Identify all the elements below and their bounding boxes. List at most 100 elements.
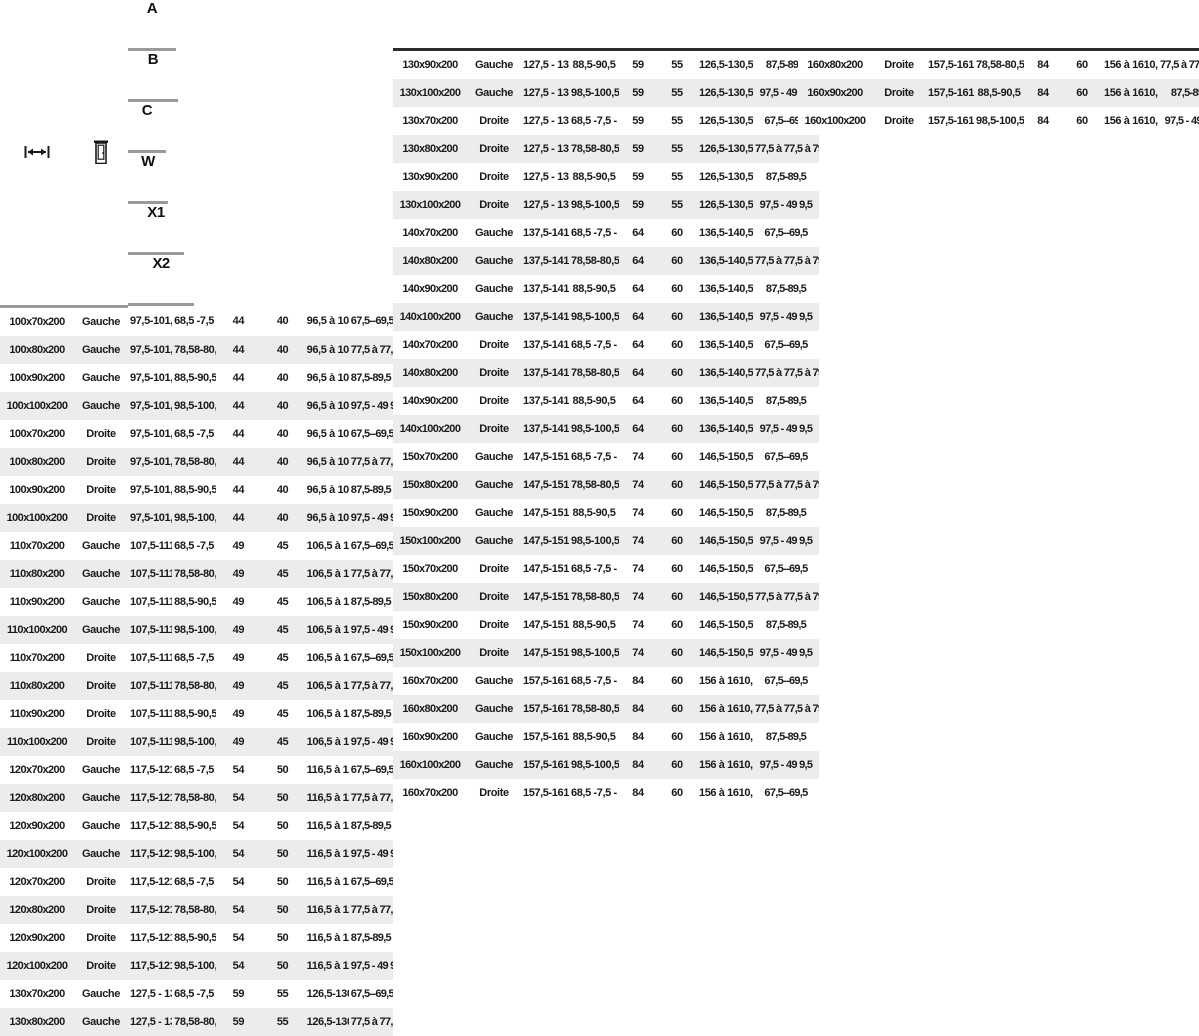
table-row[interactable]: 160x100x200Droite157,5-161,598,5-100,584… (798, 107, 1199, 135)
cell-side: Gauche (74, 755, 128, 784)
table-row[interactable]: 110x90x200Gauche107,5-111,588,5-90,54945… (0, 587, 393, 616)
table-row[interactable]: 140x90x200Droite137,5-141,588,5-90,56460… (393, 387, 819, 415)
cell-a: 137,5-141,5 (521, 415, 569, 443)
table-row[interactable]: 150x90x200Gauche147,5-151,588,5-90,57460… (393, 499, 819, 527)
table-row[interactable]: 110x100x200Droite107,5-111,598,5-100,549… (0, 727, 393, 756)
table-row[interactable]: 160x90x200Gauche157,5-161,588,5-90,58460… (393, 723, 819, 751)
table-row[interactable]: 140x90x200Gauche137,5-141,588,5-90,56460… (393, 275, 819, 303)
table-row[interactable]: 160x90x200Droite157,5-161,588,5-90,58460… (798, 79, 1199, 107)
cell-a: 147,5-151,5 (521, 583, 569, 611)
cell-reference: 120x80x200 (0, 783, 74, 812)
cell-x1: 156 à 1610,5 (697, 667, 753, 695)
cell-b: 78,58-80,5 (569, 471, 619, 499)
table-row[interactable]: 140x100x200Droite137,5-141,598,5-100,564… (393, 415, 819, 443)
table-row[interactable]: 110x80x200Droite107,5-111,578,58-80,5494… (0, 671, 393, 700)
cell-side: Droite (467, 415, 521, 443)
cell-x2: 67,5--69,5 (348, 643, 393, 672)
cell-a: 97,5-101,5 (128, 475, 173, 504)
cell-b: 68,5 -7,5 - - (569, 555, 619, 583)
cell-b: 88,5-90,5 (172, 475, 217, 504)
table-row[interactable]: 120x100x200Gauche117,5-121,598,5-100,554… (0, 839, 393, 868)
cell-side: Gauche (74, 391, 128, 420)
table-row[interactable]: 120x100x200Droite117,5-121,598,5-100,554… (0, 951, 393, 980)
table-row[interactable]: 120x80x200Droite117,5-121,578,58-80,5545… (0, 895, 393, 924)
cell-a: 157,5-161,5 (521, 779, 569, 807)
table-row[interactable]: 110x100x200Gauche107,5-111,598,5-100,549… (0, 615, 393, 644)
cell-c: 44 (216, 475, 261, 504)
table-row[interactable]: 160x80x200Droite157,5-161,578,58-80,5846… (798, 49, 1199, 79)
cell-x1: 156 à 1610,5 (697, 751, 753, 779)
table-row[interactable]: 140x80x200Gauche137,5-141,578,58-80,5646… (393, 247, 819, 275)
cell-c: 84 (619, 723, 657, 751)
table-row[interactable]: 150x80x200Droite147,5-151,578,58-80,5746… (393, 583, 819, 611)
table-row[interactable]: 100x100x200Droite97,5-101,598,5-100,5444… (0, 503, 393, 532)
header-side (74, 0, 128, 308)
cell-reference: 140x70x200 (393, 331, 467, 359)
cell-side: Droite (74, 447, 128, 476)
table-row[interactable]: 100x80x200Droite97,5-101,578,58-80,54440… (0, 447, 393, 476)
table-row[interactable]: 150x80x200Gauche147,5-151,578,58-80,5746… (393, 471, 819, 499)
header-spacer (569, 0, 619, 51)
cell-a: 137,5-141,5 (521, 247, 569, 275)
cell-side: Droite (74, 951, 128, 980)
table-row[interactable]: 100x100x200Gauche97,5-101,598,5-100,5444… (0, 391, 393, 420)
table-row[interactable]: 140x80x200Droite137,5-141,578,58-80,5646… (393, 359, 819, 387)
table-row[interactable]: 110x90x200Droite107,5-111,588,5-90,54945… (0, 699, 393, 728)
cell-reference: 150x70x200 (393, 555, 467, 583)
table-row[interactable]: 100x90x200Gauche97,5-101,588,5-90,544409… (0, 363, 393, 392)
cell-x2: 67,5--69,5 (753, 331, 819, 359)
cell-x1: 106,5 à 1100,5 (304, 727, 349, 756)
table-row[interactable]: 160x100x200Gauche157,5-161,598,5-100,584… (393, 751, 819, 779)
cell-reference: 130x90x200 (393, 49, 467, 79)
cell-w: 55 (657, 107, 697, 135)
table-row[interactable]: 140x100x200Gauche137,5-141,598,5-100,564… (393, 303, 819, 331)
cell-side: Gauche (467, 723, 521, 751)
cell-x1: 96,5 à 100,0 (304, 419, 349, 448)
cell-side: Droite (74, 643, 128, 672)
cell-x2: 67,5--69,5 (753, 555, 819, 583)
cell-reference: 110x80x200 (0, 559, 74, 588)
header-spacer (798, 0, 872, 51)
table-row[interactable]: 160x80x200Gauche157,5-161,578,58-80,5846… (393, 695, 819, 723)
table-row[interactable]: 150x100x200Gauche147,5-151,598,5-100,574… (393, 527, 819, 555)
cell-x2: 87,5-89,5 (348, 363, 393, 392)
table-row[interactable]: 120x80x200Gauche117,5-121,578,58-80,5545… (0, 783, 393, 812)
table-row[interactable]: 150x100x200Droite147,5-151,598,5-100,574… (393, 639, 819, 667)
header-spacer (1158, 0, 1199, 51)
cell-c: 49 (216, 727, 261, 756)
table-row[interactable]: 120x90x200Droite117,5-121,588,5-90,55450… (0, 923, 393, 952)
cell-side: Gauche (74, 559, 128, 588)
table-row[interactable]: 150x90x200Droite147,5-151,588,5-90,57460… (393, 611, 819, 639)
table-row[interactable]: 110x80x200Gauche107,5-111,578,58-80,5494… (0, 559, 393, 588)
cell-b: 68,5 -7,5 - - (569, 219, 619, 247)
header-spacer (619, 0, 657, 51)
cell-x2: 67,5--69,5 (348, 867, 393, 896)
cell-w: 55 (260, 1007, 305, 1036)
table-row[interactable]: 100x80x200Gauche97,5-101,578,58-80,54440… (0, 335, 393, 364)
cell-x1: 96,5 à 100,0 (304, 363, 349, 392)
cell-x2: 67,5--69,5 (753, 667, 819, 695)
table-row[interactable]: 120x90x200Gauche117,5-121,588,5-90,55450… (0, 811, 393, 840)
table-row[interactable]: 100x90x200Droite97,5-101,588,5-90,544409… (0, 475, 393, 504)
cell-c: 54 (216, 755, 261, 784)
